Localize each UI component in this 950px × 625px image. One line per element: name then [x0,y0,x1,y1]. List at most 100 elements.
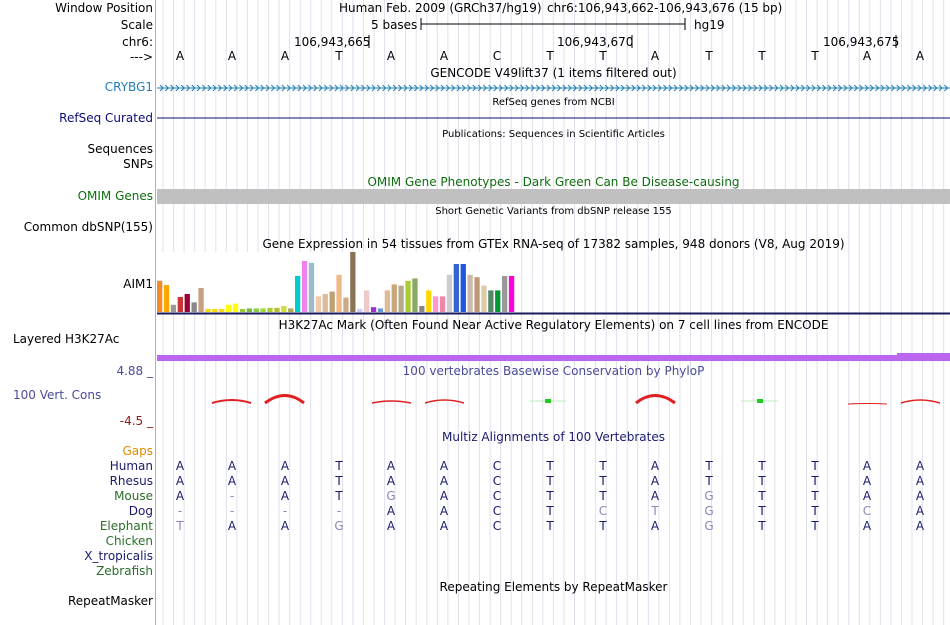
h3k27ac-track-label[interactable]: Layered H3K27Ac [13,332,120,346]
gtex-tissue-bar[interactable] [433,296,439,312]
gtex-tissue-bar[interactable] [391,284,397,312]
gtex-tissue-bar[interactable] [246,308,252,312]
strand-arrow [928,84,933,92]
gtex-tissue-bar[interactable] [343,297,349,312]
species-label-human[interactable]: Human [109,459,153,473]
species-label-zebrafish[interactable]: Zebrafish [96,564,153,578]
gtex-tissue-bar[interactable] [184,294,190,312]
aligned-base: T [176,519,184,533]
h3k27ac-signal-peak[interactable] [897,353,950,361]
gtex-tissue-bar[interactable] [412,278,418,312]
omim-track-label[interactable]: OMIM Genes [77,189,153,203]
multiz-track-title[interactable]: Multiz Alignments of 100 Vertebrates [441,430,666,444]
gtex-tissue-bar[interactable] [508,276,515,312]
refseq-track-title[interactable]: RefSeq genes from NCBI [492,97,615,108]
gtex-tissue-bar[interactable] [336,274,342,312]
gencode-gene-label[interactable]: CRYBG1 [104,80,153,94]
gtex-tissue-bar[interactable] [205,309,211,312]
gtex-tissue-bar[interactable] [219,309,225,312]
gtex-tissue-bar[interactable] [474,277,480,312]
gtex-tissue-bar[interactable] [267,307,273,312]
gtex-tissue-bar[interactable] [260,308,266,312]
scale-bar[interactable] [420,18,686,30]
gtex-tissue-bar[interactable] [460,264,466,312]
gtex-tissue-bar[interactable] [232,303,239,312]
gencode-gene-crybg1[interactable] [157,84,950,92]
sequences-track-label[interactable]: Sequences [87,142,153,156]
strand-arrow [604,84,609,92]
gtex-tissue-bar[interactable] [426,290,432,312]
strand-arrow [429,84,435,92]
gtex-tissue-bar[interactable] [322,294,328,312]
dbsnp-track-label[interactable]: Common dbSNP(155) [23,220,153,234]
gtex-tissue-bar[interactable] [329,291,335,312]
dbsnp-track-title[interactable]: Short Genetic Variants from dbSNP releas… [435,206,672,217]
gtex-tissue-bar[interactable] [212,309,218,312]
gtex-tissue-bar[interactable] [170,304,177,312]
species-label-mouse[interactable]: Mouse [114,489,153,503]
gtex-tissue-bar[interactable] [308,262,315,312]
position-range[interactable]: chr6:106,943,662-106,943,676 (15 bp) [547,1,783,15]
gtex-tissue-bar[interactable] [295,276,301,312]
gtex-bar-group[interactable] [157,252,520,312]
species-label-chicken[interactable]: Chicken [105,534,153,548]
gtex-tissue-bar[interactable] [350,252,356,312]
species-label-rhesus[interactable]: Rhesus [109,474,153,488]
species-label-dog[interactable]: Dog [128,504,153,518]
gtex-tissue-bar[interactable] [495,290,501,312]
strand-arrow [933,84,938,92]
strand-arrow [493,84,498,92]
species-label-elephant[interactable]: Elephant [99,519,153,533]
gtex-tissue-bar[interactable] [253,308,259,312]
gtex-tissue-bar[interactable] [315,296,321,312]
gtex-tissue-bar[interactable] [481,285,487,312]
gtex-tissue-bar[interactable] [488,290,494,312]
gtex-tissue-bar[interactable] [357,309,363,312]
gtex-tissue-bar[interactable] [419,306,425,312]
phylop-wiggle[interactable] [211,394,941,405]
gtex-tissue-bar[interactable] [226,304,232,312]
species-label-x_tropicalis[interactable]: X_tropicalis [84,549,153,563]
aligned-base: A [386,504,396,518]
gtex-tissue-bar[interactable] [274,307,280,312]
gtex-tissue-bar[interactable] [301,261,308,312]
gtex-tissue-bar[interactable] [281,306,287,312]
gtex-tissue-bar[interactable] [398,285,404,312]
gaps-label[interactable]: Gaps [122,444,153,458]
h3k27ac-track-title[interactable]: H3K27Ac Mark (Often Found Near Active Re… [278,318,829,332]
gtex-tissue-bar[interactable] [453,264,459,312]
gtex-gene-label[interactable]: AIM1 [123,277,153,291]
gtex-tissue-bar[interactable] [157,280,163,312]
strand-arrow [689,84,694,92]
publications-track-title[interactable]: Publications: Sequences in Scientific Ar… [442,129,665,140]
repeatmasker-track-title[interactable]: Repeating Elements by RepeatMasker [439,580,668,594]
gtex-tissue-bar[interactable] [239,309,246,312]
strand-arrow [721,84,726,92]
gtex-tissue-bar[interactable] [384,290,390,312]
refseq-track-label[interactable]: RefSeq Curated [59,111,153,125]
gtex-track-title[interactable]: Gene Expression in 54 tissues from GTEx … [262,237,845,251]
aligned-base: A [386,474,396,488]
omim-gene-bar[interactable] [157,189,950,204]
phylop-track-label[interactable]: 100 Vert. Cons [13,388,102,402]
gtex-tissue-bar[interactable] [288,308,294,312]
omim-track-title[interactable]: OMIM Gene Phenotypes - Dark Green Can Be… [367,175,740,189]
gtex-tissue-bar[interactable] [377,308,384,312]
gtex-tissue-bar[interactable] [370,307,377,312]
phylop-track-title[interactable]: 100 vertebrates Basewise Conservation by… [402,364,705,378]
gtex-tissue-bar[interactable] [163,285,170,312]
gtex-tissue-bar[interactable] [405,280,411,312]
gtex-tissue-bar[interactable] [177,297,183,312]
gtex-tissue-bar[interactable] [446,274,453,312]
gtex-tissue-bar[interactable] [467,274,473,312]
aligned-base: A [227,474,237,488]
snps-track-label[interactable]: SNPs [123,157,153,171]
repeatmasker-track-label[interactable]: RepeatMasker [67,594,153,608]
gtex-tissue-bar[interactable] [198,288,204,312]
gtex-tissue-bar[interactable] [191,302,197,312]
gtex-tissue-bar[interactable] [439,296,446,312]
gencode-track-title[interactable]: GENCODE V49lift37 (1 items filtered out) [430,66,677,80]
h3k27ac-signal[interactable] [157,355,897,361]
gtex-tissue-bar[interactable] [502,276,508,312]
gtex-tissue-bar[interactable] [364,290,370,312]
